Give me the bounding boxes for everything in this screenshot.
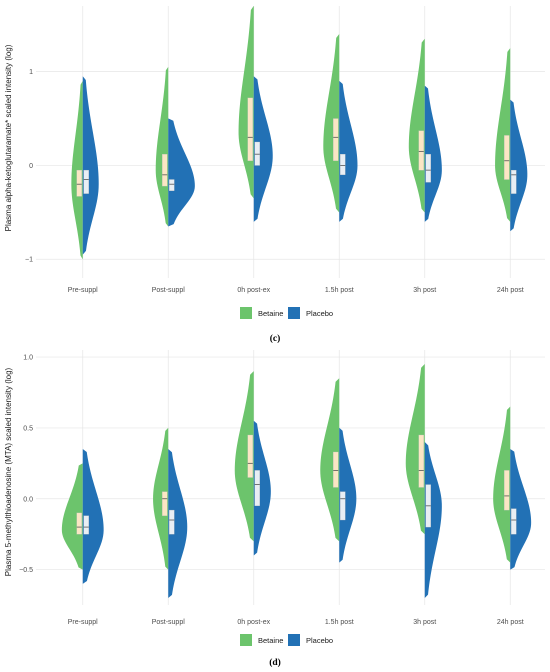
panel-caption: (c) <box>270 333 281 344</box>
box-betaine <box>162 154 168 187</box>
violin-placebo <box>510 99 528 232</box>
x-tick-label: 24h post <box>497 287 524 294</box>
violin-betaine <box>153 427 169 570</box>
box-placebo <box>511 508 517 535</box>
x-tick-label: Post-suppl <box>152 619 186 626</box>
box-placebo <box>83 169 89 194</box>
legend-label-betaine: Betaine <box>258 636 283 645</box>
x-tick-label: 1.5h post <box>325 619 354 626</box>
box-placebo <box>254 141 260 166</box>
x-tick-label: Post-suppl <box>152 287 186 294</box>
box-betaine <box>76 512 82 535</box>
box-placebo <box>340 154 346 175</box>
violin-placebo <box>339 81 358 222</box>
violin-placebo <box>253 420 271 556</box>
box-betaine <box>504 470 510 511</box>
box-betaine <box>247 97 253 161</box>
violin-placebo <box>82 76 99 255</box>
legend-swatch-betaine <box>240 634 252 646</box>
violin-placebo <box>253 76 273 222</box>
chart-panel-c: Plasma alpha-ketoglutaramate* scaled int… <box>4 6 545 344</box>
chart-panel-d: Plasma 5-methylthioadenosine (MTA) scale… <box>4 350 545 668</box>
box-placebo <box>511 169 517 194</box>
box-placebo <box>169 509 175 535</box>
violin-betaine <box>320 378 340 542</box>
x-tick-label: 0h post-ex <box>237 619 270 626</box>
x-tick-label: 3h post <box>413 619 436 626</box>
violin-placebo <box>424 442 442 598</box>
legend: Betaine Placebo <box>240 634 333 646</box>
violin-betaine <box>408 38 425 213</box>
box-placebo <box>83 515 89 535</box>
box-betaine <box>76 169 82 197</box>
violin-betaine <box>61 463 83 570</box>
box-placebo <box>254 470 260 506</box>
y-tick-label: 0.5 <box>23 425 33 432</box>
legend-swatch-placebo <box>288 634 300 646</box>
violin-betaine <box>234 371 254 542</box>
violin-placebo <box>168 118 195 227</box>
violin-placebo <box>339 427 357 563</box>
x-tick-label: 3h post <box>413 287 436 294</box>
violin-betaine <box>405 364 425 535</box>
violin-betaine <box>323 34 340 213</box>
box-placebo <box>340 491 346 521</box>
y-tick-label: 0.0 <box>23 496 33 503</box>
box-betaine <box>418 130 424 171</box>
violin-betaine <box>155 66 169 227</box>
box-betaine <box>247 434 253 478</box>
box-placebo <box>425 154 431 183</box>
x-tick-label: Pre-suppl <box>68 287 98 294</box>
x-tick-label: 24h post <box>497 619 524 626</box>
legend: Betaine Placebo <box>240 307 333 319</box>
violin-placebo <box>510 449 532 570</box>
x-tick-label: 1.5h post <box>325 287 354 294</box>
violin-betaine <box>493 406 511 563</box>
y-axis-label: Plasma 5-methylthioadenosine (MTA) scale… <box>4 367 13 576</box>
legend-label-placebo: Placebo <box>306 309 333 318</box>
y-tick-label: 0 <box>29 163 33 170</box>
box-betaine <box>333 118 339 161</box>
y-axis-label: Plasma alpha-ketoglutaramate* scaled int… <box>4 44 13 231</box>
y-tick-label: −0.5 <box>19 567 33 574</box>
violin-placebo <box>82 449 104 584</box>
y-tick-label: 1.0 <box>23 355 33 362</box>
legend-label-betaine: Betaine <box>258 309 283 318</box>
x-tick-label: Pre-suppl <box>68 619 98 626</box>
box-betaine <box>504 135 510 180</box>
violin-placebo <box>424 85 442 222</box>
violin-betaine <box>495 48 511 222</box>
y-tick-label: −1 <box>25 257 33 264</box>
box-betaine <box>418 434 424 488</box>
legend-swatch-betaine <box>240 307 252 319</box>
box-placebo <box>169 179 175 191</box>
y-tick-label: 1 <box>29 69 33 76</box>
legend-swatch-placebo <box>288 307 300 319</box>
panel-caption: (d) <box>269 657 281 668</box>
violin-placebo <box>168 449 188 598</box>
x-tick-label: 0h post-ex <box>237 287 270 294</box>
legend-label-placebo: Placebo <box>306 636 333 645</box>
box-betaine <box>333 451 339 488</box>
box-betaine <box>162 491 168 516</box>
